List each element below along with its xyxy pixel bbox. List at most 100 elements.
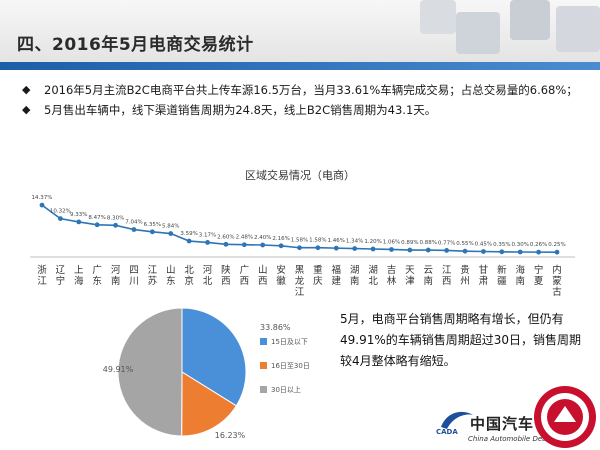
data-point [57, 216, 63, 222]
data-point [186, 238, 192, 244]
x-tick-label: 安 [276, 264, 286, 276]
data-label: 1.06% [383, 239, 400, 245]
data-label: 9.33% [70, 212, 87, 218]
legend-swatch [260, 338, 267, 345]
data-label: 1.58% [309, 238, 326, 244]
logo-name: 中国汽车 [470, 415, 535, 433]
association-seal-icon [534, 386, 596, 448]
legend-label: 15日及以下 [271, 338, 308, 346]
x-tick-label: 庆 [313, 275, 323, 287]
data-label: 6.35% [144, 222, 161, 228]
x-tick-label: 天 [405, 265, 415, 276]
diamond-bullet-icon: ◆ [22, 103, 31, 116]
x-tick-label: 贵 [460, 264, 470, 276]
x-tick-label: 辽 [56, 264, 66, 276]
x-tick-label: 建 [332, 275, 342, 287]
data-label: 0.45% [475, 242, 492, 248]
data-label: 2.48% [236, 235, 253, 241]
data-label: 14.37% [32, 195, 53, 201]
x-tick-label: 海 [515, 264, 525, 276]
pie-slice [117, 307, 183, 437]
data-point [462, 248, 468, 254]
data-point [536, 249, 542, 255]
data-label: 0.88% [420, 240, 437, 246]
cada-logo-icon [441, 411, 473, 429]
logo-subtitle: China Automobile Dealers [468, 435, 560, 443]
x-tick-label: 夏 [534, 276, 544, 287]
data-point [168, 231, 174, 236]
data-point [39, 202, 45, 208]
x-tick-label: 疆 [497, 276, 507, 287]
legend-swatch [260, 362, 267, 369]
slice-value-label: 33.86% [260, 323, 291, 332]
data-label: 1.34% [346, 239, 363, 245]
data-point [425, 247, 431, 253]
data-point [481, 249, 486, 254]
data-point [352, 246, 358, 251]
x-tick-label: 西 [258, 276, 268, 287]
data-label: 1.58% [291, 238, 308, 244]
bullet-item: ◆ 2016年5月主流B2C电商平台共上传车源16.5万台，当月33.61%车辆… [22, 80, 582, 100]
data-label: 1.20% [364, 239, 381, 245]
x-tick-label: 湖 [350, 265, 360, 276]
data-label: 0.26% [530, 242, 547, 248]
chart-title: 区域交易情况（电商） [245, 169, 355, 182]
x-tick-label: 江 [37, 276, 47, 287]
legend-label: 16日至30日 [271, 362, 310, 370]
x-tick-label: 宁 [56, 275, 66, 287]
data-point [260, 242, 266, 248]
x-tick-label: 山 [258, 265, 268, 276]
legend-label: 30日以上 [271, 385, 301, 394]
x-tick-label: 江 [442, 265, 452, 276]
cube-4 [556, 6, 600, 52]
slice-value-label: 16.23% [215, 431, 246, 440]
cycle-pie-chart: 33.86% 16.23% 49.91% 15日及以下 16日至30日 30日以上 [103, 307, 310, 440]
x-tick-label: 甘 [479, 264, 489, 276]
data-label: 3.59% [180, 231, 197, 237]
x-tick-label: 西 [240, 276, 250, 287]
data-point [278, 243, 284, 249]
x-tick-label: 浙 [37, 264, 47, 276]
data-label: 7.04% [125, 220, 142, 226]
data-label: 2.60% [217, 234, 234, 240]
x-tick-label: 东 [92, 275, 102, 287]
x-tick-label: 海 [74, 275, 84, 287]
x-tick-label: 新 [497, 264, 507, 276]
legend-swatch [260, 386, 267, 393]
bullet-text: 5月售出车辆中，线下渠道销售周期为24.8天，线上B2C销售周期为43.1天。 [44, 103, 437, 117]
cube-3 [510, 0, 550, 40]
data-label: 0.30% [511, 242, 528, 248]
x-tick-label: 南 [423, 275, 433, 287]
data-label: 3.17% [199, 232, 216, 238]
x-tick-label: 河 [203, 264, 213, 276]
x-tick-label: 西 [221, 276, 231, 287]
data-point [333, 245, 339, 251]
x-tick-label: 宁 [534, 264, 544, 276]
data-point [223, 241, 229, 247]
data-point [315, 245, 321, 251]
bullet-item: ◆ 5月售出车辆中，线下渠道销售周期为24.8天，线上B2C销售周期为43.1天… [22, 100, 582, 120]
x-tick-label: 古 [552, 286, 562, 298]
x-tick-label: 北 [203, 276, 213, 287]
cube-1 [420, 0, 456, 34]
x-tick-label: 徽 [276, 275, 286, 287]
data-label: 0.55% [456, 241, 473, 247]
x-tick-label: 上 [74, 265, 84, 276]
x-tick-label: 南 [350, 275, 360, 287]
data-label: 0.89% [401, 240, 418, 246]
decorative-cubes [420, 0, 600, 54]
data-label: 10.32% [50, 209, 71, 215]
x-tick-label: 南 [111, 275, 121, 287]
cube-2 [456, 12, 500, 54]
data-point [241, 242, 247, 248]
logo-abbr: CADA [436, 428, 458, 436]
data-point [131, 227, 137, 232]
data-point [389, 247, 394, 252]
x-tick-label: 江 [295, 287, 305, 298]
x-tick-label: 龙 [295, 275, 305, 287]
x-tick-label: 四 [129, 265, 139, 276]
x-tick-label: 江 [148, 265, 158, 276]
x-tick-label: 京 [184, 275, 194, 287]
page-title: 四、2016年5月电商交易统计 [17, 35, 254, 55]
